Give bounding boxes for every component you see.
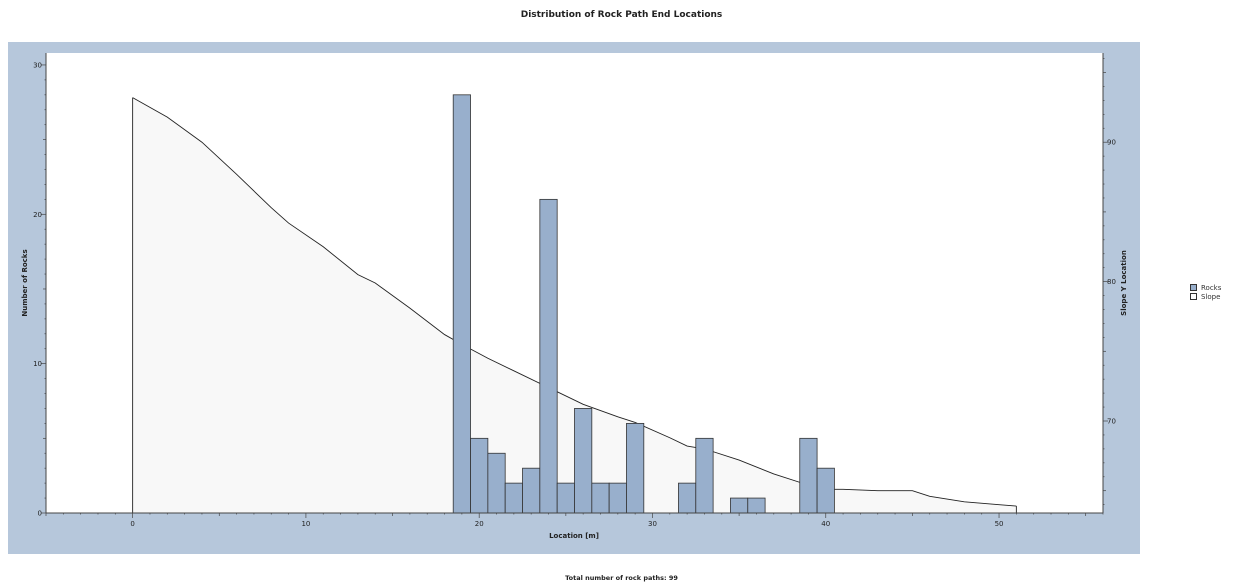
x-tick-label: 50 [995,520,1004,528]
legend-swatch-rocks [1190,284,1197,291]
bar-rocks [452,94,471,514]
y-tick-label: 0 [38,510,42,518]
slope-profile-line [132,97,1017,507]
x-tick-label: 20 [475,520,484,528]
legend: Rocks Slope [1190,283,1221,301]
bar-rocks [626,422,645,514]
legend-item-rocks: Rocks [1190,283,1221,292]
y2-tick-label: 70 [1107,418,1116,426]
bar-rocks [487,452,506,514]
axes-layer: 0 10 20 30 40 50 0 10 20 30 70 80 90 [33,53,1116,528]
bar-rocks [556,482,575,514]
y-tick-label: 10 [33,360,42,368]
y-tick-label: 20 [33,211,42,219]
bar-rocks [816,467,835,514]
x-tick-label: 30 [648,520,657,528]
bar-rocks [799,437,818,514]
legend-swatch-slope [1190,293,1197,300]
bar-rocks [608,482,627,514]
bar-rocks [522,467,541,514]
x-tick-label: 0 [130,520,134,528]
slope-layer [132,97,1017,513]
bar-rocks [574,408,593,514]
chart-title: Distribution of Rock Path End Locations [520,10,723,20]
legend-label-slope: Slope [1201,292,1221,301]
y2-axis-label: Slope Y Location [1120,250,1128,316]
x-tick-label: 40 [821,520,830,528]
y-axis-label: Number of Rocks [21,249,29,316]
bar-rocks [678,482,697,514]
x-tick-label: 10 [301,520,310,528]
y-tick-label: 30 [33,61,42,69]
bar-rocks [470,437,489,514]
bar-rocks [504,482,523,514]
bar-rocks [730,497,749,514]
bar-rocks [747,497,766,514]
y2-tick-label: 80 [1107,278,1116,286]
bar-rocks [591,482,610,514]
slope-area [132,97,1017,513]
legend-label-rocks: Rocks [1201,283,1222,292]
y2-tick-label: 90 [1107,139,1116,147]
footer-total-paths: Total number of rock paths: 99 [565,574,678,582]
bar-rocks [695,437,714,514]
legend-item-slope: Slope [1190,292,1221,301]
x-axis-label: Location [m] [549,532,599,540]
bar-rocks [539,198,558,514]
